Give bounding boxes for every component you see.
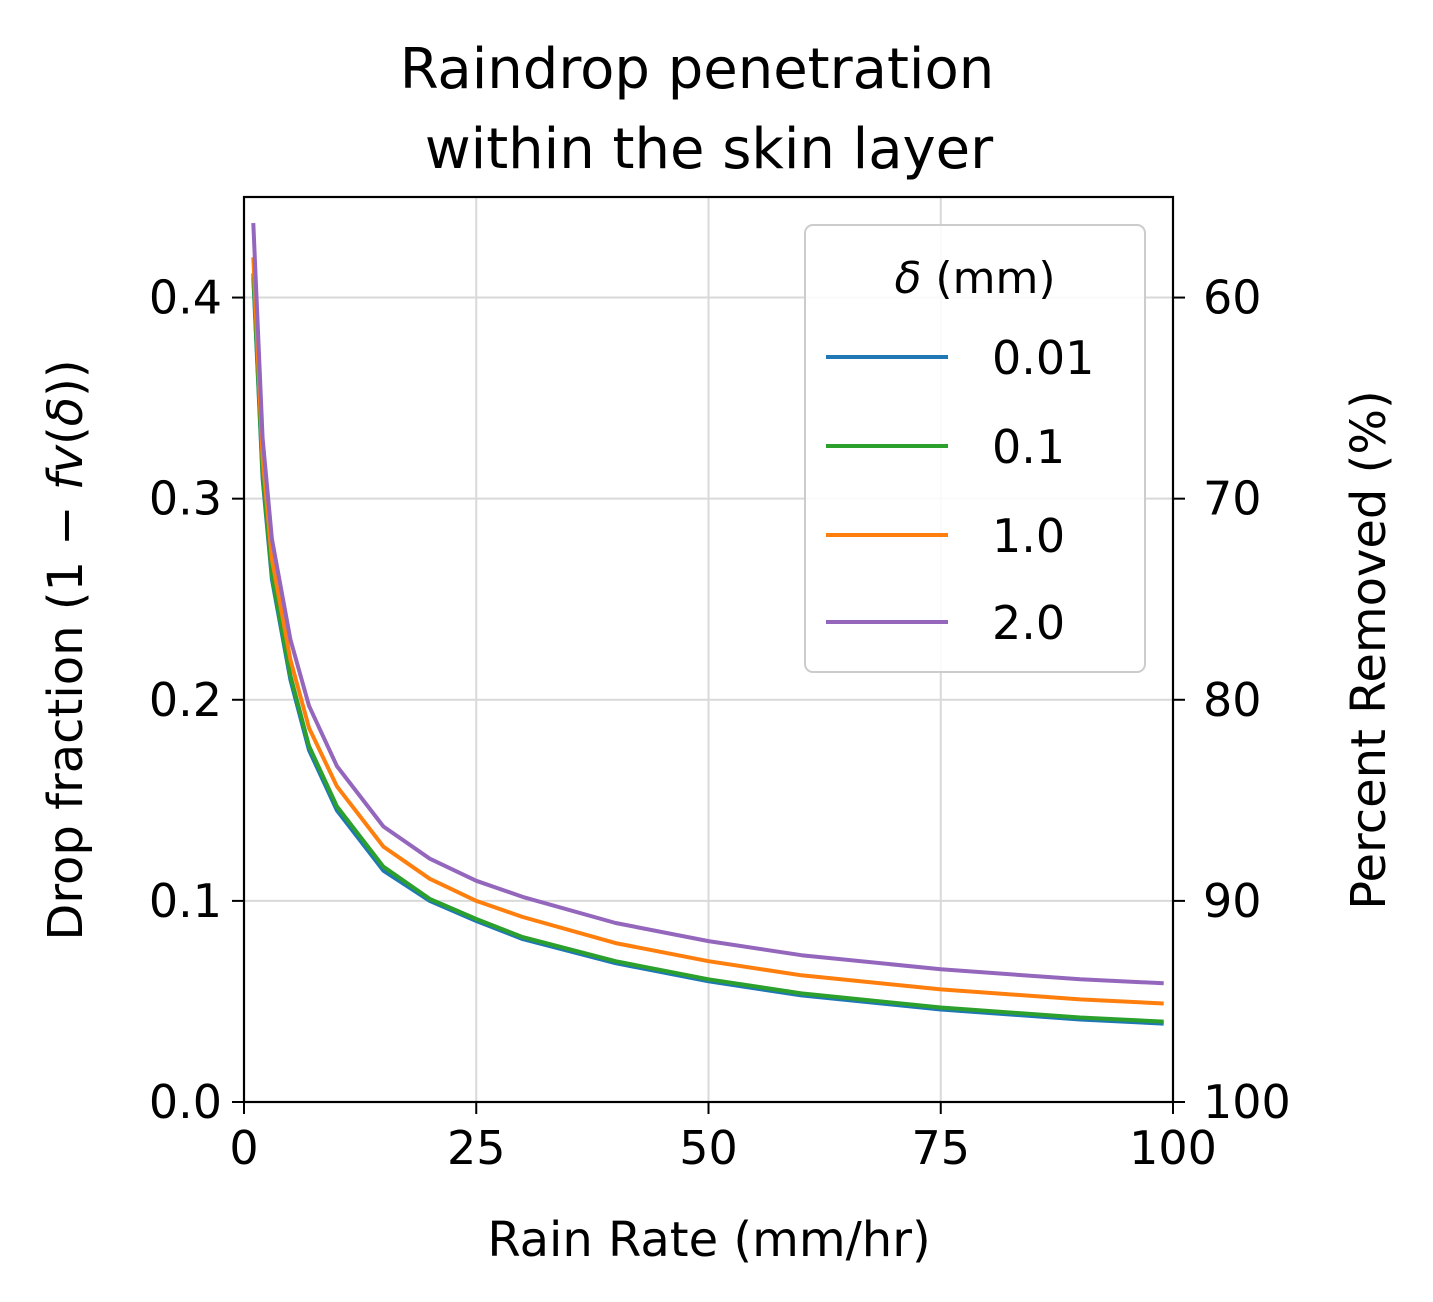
series-line-1 [251,273,1164,1024]
legend: δ (mm) 0.01 0.1 1.0 2.0 [804,224,1146,673]
y2-tick-label-1: 70 [1203,472,1262,526]
legend-box [804,224,1146,673]
y2-tick-label-3: 90 [1203,874,1262,928]
y-axis-left-label-italic: fv [38,444,94,490]
y2-tick-label-4: 100 [1203,1075,1291,1129]
y-tick-label-0: 0.0 [149,1075,222,1129]
y2-axis-ticks: 60 70 80 90 100 [1173,271,1291,1129]
y2-tick-label-0: 60 [1203,271,1262,325]
y-axis-left-label: Drop fraction (1 − fv(δ)) [38,359,94,940]
x-tick-label-4: 100 [1129,1121,1217,1175]
y2-tick-label-2: 80 [1203,673,1262,727]
legend-label-0: 0.01 [992,331,1094,385]
legend-label-3: 2.0 [992,596,1065,650]
legend-label-2: 1.0 [992,509,1065,563]
y-axis-left-label-pre: Drop fraction (1 − [38,490,94,940]
series-line-3 [251,223,1164,986]
legend-entries: 0.01 0.1 1.0 2.0 [826,331,1094,650]
x-tick-label-1: 25 [447,1121,506,1175]
chart-title-line-2: within the skin layer [425,117,994,182]
x-tick-label-3: 75 [911,1121,970,1175]
x-axis-label: Rain Rate (mm/hr) [487,1212,930,1268]
y-tick-label-1: 0.1 [149,874,222,928]
y-tick-label-4: 0.4 [149,271,222,325]
legend-title-unit: (mm) [921,253,1055,304]
y-tick-label-2: 0.2 [149,673,222,727]
chart-title-line-1: Raindrop penetration [400,37,995,102]
y-axis-left-label-delta: δ [38,397,94,426]
legend-title: δ (mm) [895,253,1056,304]
y-tick-label-3: 0.3 [149,472,222,526]
x-axis-ticks: 0 25 50 75 100 [229,1102,1217,1175]
y-axis-left-label-post: )) [38,359,94,396]
y-axis-left-label-mid: ( [38,426,94,445]
y-axis-ticks: 0.0 0.1 0.2 0.3 0.4 [149,271,244,1129]
x-tick-label-2: 50 [679,1121,738,1175]
legend-title-symbol: δ [895,253,922,304]
x-tick-label-0: 0 [229,1121,258,1175]
y-axis-right-label: Percent Removed (%) [1341,390,1397,909]
series-line-2 [251,257,1164,1006]
series-lines [251,223,1164,1026]
legend-label-1: 0.1 [992,420,1065,474]
